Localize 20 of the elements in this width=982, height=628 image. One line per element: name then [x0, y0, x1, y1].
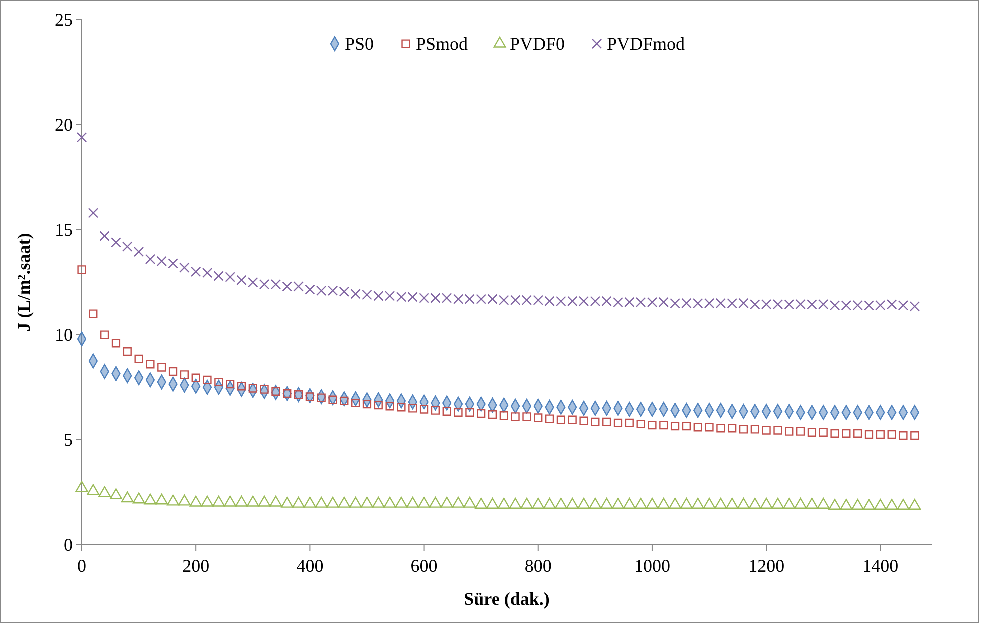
x-tick-label: 1200: [748, 556, 785, 576]
legend-label: PVDF0: [510, 34, 566, 54]
legend-label: PS0: [344, 34, 374, 54]
legend-label: PVDFmod: [607, 34, 686, 54]
y-tick-label: 25: [55, 10, 73, 30]
y-tick-label: 10: [55, 324, 73, 345]
y-tick-label: 20: [55, 114, 73, 135]
y-tick-label: 0: [64, 534, 73, 555]
x-tick-label: 1400: [862, 556, 899, 576]
y-tick-label: 5: [64, 430, 73, 450]
legend-label: PSmod: [416, 34, 468, 54]
x-tick-label: 800: [524, 556, 552, 576]
x-axis-title: Süre (dak.): [464, 589, 550, 609]
x-tick-label: 0: [78, 556, 86, 576]
x-tick-label: 200: [182, 556, 210, 576]
y-axis-title: J (L/m².saat): [14, 233, 34, 332]
y-tick-label: 15: [55, 220, 73, 240]
x-tick-label: 600: [410, 556, 438, 576]
x-tick-label: 1000: [634, 556, 670, 576]
x-tick-label: 400: [296, 556, 324, 576]
